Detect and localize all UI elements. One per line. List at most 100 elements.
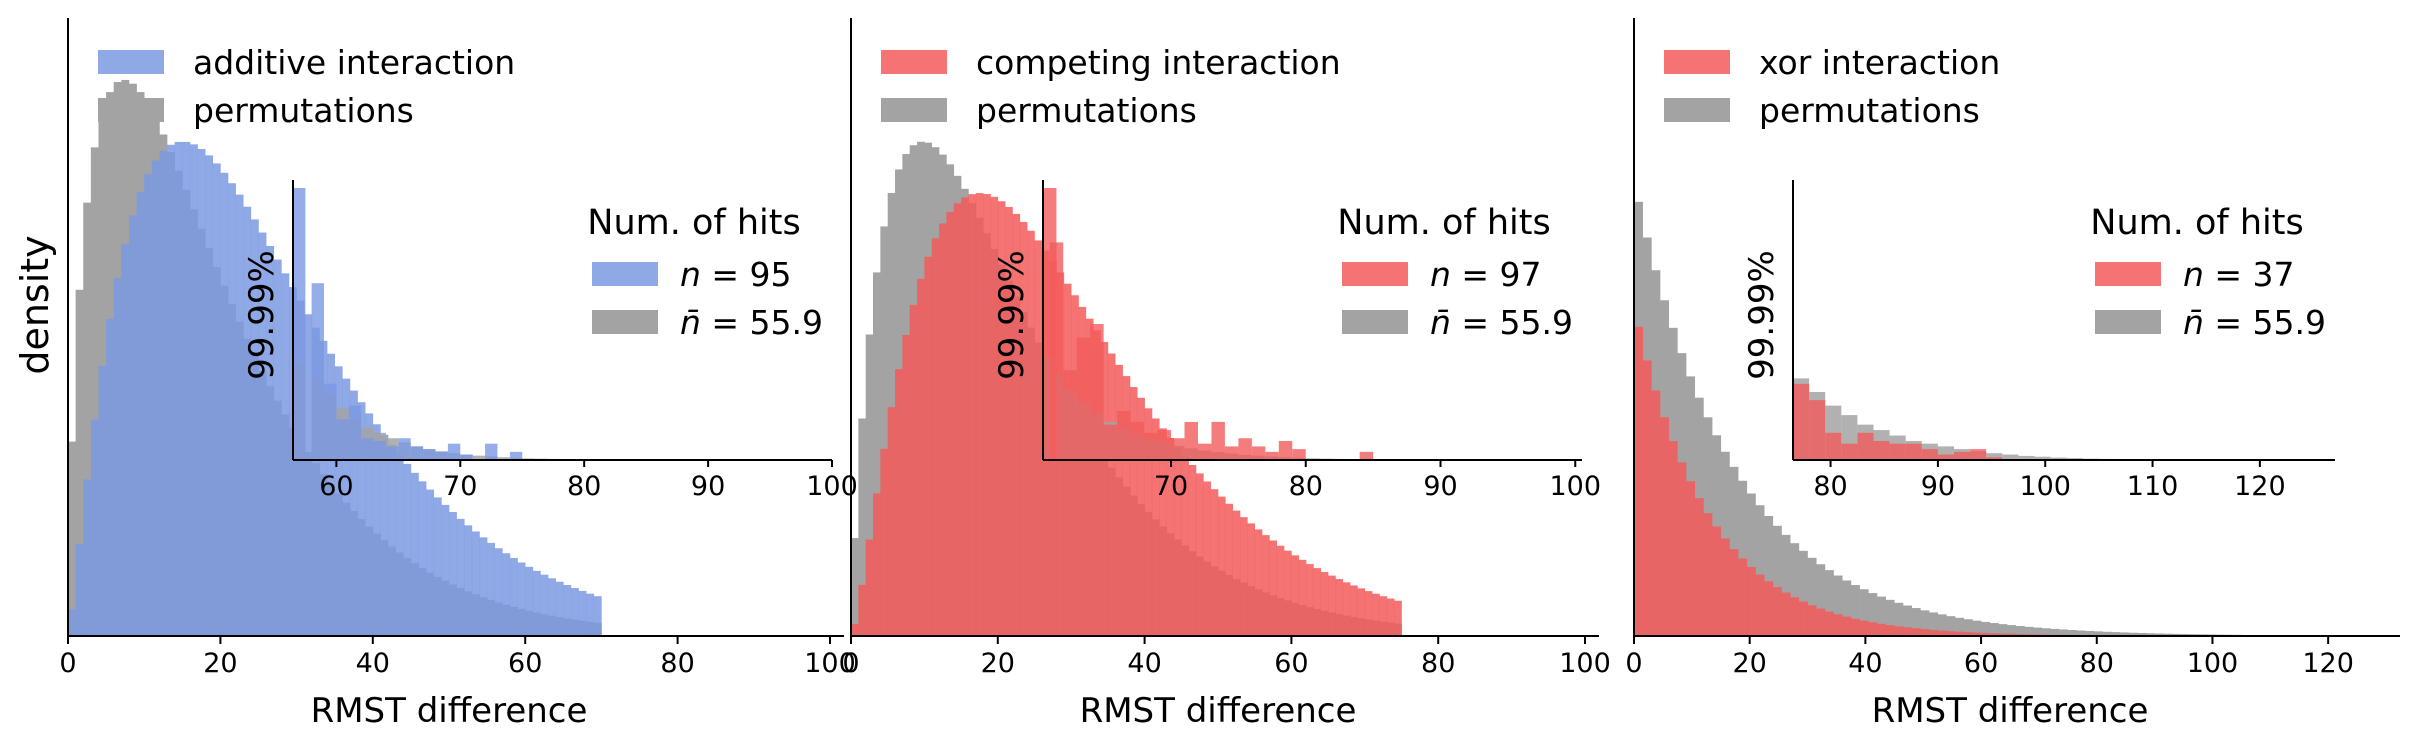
- inset-bar: [323, 383, 337, 460]
- histogram-bar: [1078, 306, 1087, 636]
- histogram-bar: [456, 518, 465, 636]
- histogram-bar: [2007, 633, 2017, 636]
- histogram-bar: [961, 197, 969, 636]
- histogram-bar: [1210, 489, 1219, 636]
- histogram-bar: [1225, 503, 1233, 636]
- inset-bar: [1986, 453, 2003, 460]
- x-tick-label: 40: [356, 648, 390, 679]
- legend-value: = 55.9: [701, 303, 823, 342]
- histogram-bar: [1963, 632, 1973, 636]
- inset-bar: [1825, 432, 1842, 460]
- x-tick-label: 120: [2302, 648, 2354, 679]
- histogram-bar: [1876, 596, 1886, 636]
- histogram-bar: [1989, 633, 1999, 636]
- inset-bar: [2018, 455, 2035, 460]
- histogram-bar: [205, 155, 214, 636]
- histogram-bar: [1342, 582, 1351, 636]
- legend: xor interaction permutations: [1664, 43, 2000, 130]
- histogram-bar: [1981, 632, 1991, 636]
- histogram-bar: [1203, 481, 1211, 636]
- histogram-bar: [2076, 630, 2086, 636]
- histogram-bar: [159, 150, 168, 637]
- legend: competing interaction permutations: [881, 43, 1341, 130]
- histogram-bar: [1929, 629, 1938, 636]
- histogram-bar: [327, 353, 335, 636]
- histogram-bar: [1703, 513, 1713, 636]
- inset-legend-swatch: [592, 310, 658, 334]
- histogram-bar: [342, 378, 351, 636]
- histogram-bar: [1386, 598, 1395, 636]
- histogram-bar: [106, 318, 115, 636]
- histogram-bar: [1955, 617, 1965, 636]
- inset-bar: [1144, 432, 1158, 460]
- legend-label: additive interaction: [193, 43, 515, 82]
- inset-bar: [361, 438, 374, 460]
- histogram-bar: [540, 574, 549, 636]
- histogram-bar: [1902, 605, 1912, 636]
- histogram-bar: [1807, 605, 1817, 636]
- histogram-bar: [1232, 510, 1241, 636]
- inset-bar: [1171, 438, 1185, 460]
- inset-legend-swatch: [592, 262, 658, 286]
- inset-x-tick-label: 100: [2019, 471, 2071, 502]
- histogram-bar: [1651, 390, 1661, 636]
- inset-bar: [1905, 443, 1922, 460]
- histogram-bar: [441, 504, 450, 636]
- histogram-bar: [220, 172, 229, 636]
- histogram-bar: [258, 232, 267, 636]
- legend-value: = 95: [701, 255, 792, 294]
- inset-bar: [2002, 454, 2019, 460]
- histogram-bar: [1677, 462, 1687, 636]
- inset-series-hits: [293, 188, 523, 460]
- histogram-bar: [1159, 428, 1167, 636]
- histogram-bar: [2171, 633, 2181, 636]
- inset-bar: [460, 454, 473, 460]
- inset-bar: [1130, 421, 1145, 460]
- histogram-bar: [2041, 628, 2051, 636]
- x-tick-label: 20: [1733, 648, 1767, 679]
- histogram-bar: [1712, 526, 1722, 636]
- inset-bar: [1197, 443, 1212, 460]
- histogram-bar: [578, 590, 587, 636]
- inset-bar: [1238, 438, 1252, 460]
- inset-x-tick-label: 90: [1921, 471, 1955, 502]
- histogram-bar: [1372, 593, 1380, 636]
- histogram-bar: [525, 566, 534, 636]
- x-tick-label: 100: [2187, 648, 2239, 679]
- histogram-bar: [1972, 632, 1982, 636]
- inset-bar: [373, 440, 386, 460]
- histogram-bar: [311, 327, 320, 636]
- histogram-bar: [1364, 591, 1373, 636]
- inset-x-tick-label: 80: [1813, 471, 1847, 502]
- histogram-bar: [1247, 523, 1255, 636]
- histogram-bar: [395, 454, 404, 636]
- legend-value: = 37: [2204, 255, 2295, 294]
- inset-bar: [1793, 383, 1810, 460]
- histogram-bar: [1144, 408, 1153, 636]
- inset-legend-swatch: [2095, 310, 2161, 334]
- inset-legend-swatch: [1342, 310, 1408, 334]
- histogram-bar: [136, 192, 145, 636]
- inset-bar: [1953, 451, 1971, 460]
- inset-bar: [447, 443, 461, 460]
- x-tick-label: 0: [59, 648, 76, 679]
- histogram-bar: [1755, 505, 1765, 636]
- histogram-bar: [1195, 473, 1204, 636]
- histogram-bar: [1173, 447, 1182, 636]
- histogram-bar: [593, 596, 602, 636]
- histogram-bar: [858, 418, 866, 636]
- histogram-bar: [212, 163, 221, 636]
- histogram-bar: [1738, 558, 1748, 636]
- x-tick-label: 0: [1625, 648, 1642, 679]
- histogram-bar: [1859, 589, 1869, 636]
- legend-swatch: [881, 98, 947, 122]
- histogram-bar: [296, 300, 305, 636]
- inset-x-tick-label: 110: [2127, 471, 2179, 502]
- x-tick-label: 60: [1274, 648, 1308, 679]
- inset-bar: [293, 188, 306, 460]
- histogram-bar: [189, 144, 198, 636]
- legend-italic-symbol: n̄: [1430, 303, 1451, 342]
- histogram-bar: [924, 256, 933, 636]
- histogram-bar: [1660, 417, 1670, 636]
- inset-bar: [423, 449, 436, 460]
